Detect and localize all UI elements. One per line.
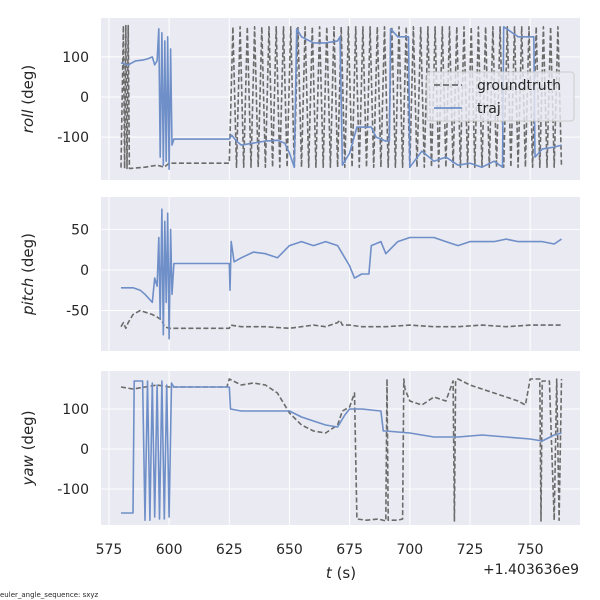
yaw-groundtruth-line [120, 378, 563, 522]
yaw-traj-line [121, 380, 562, 522]
roll-traj-line [120, 25, 562, 170]
legend: groundtruth traj [426, 71, 575, 122]
y-tick-label: 100 [62, 50, 89, 66]
y-tick-label: -100 [57, 482, 89, 498]
legend-traj-label: traj [477, 101, 501, 117]
y-tick-label: 0 [80, 263, 89, 279]
legend-groundtruth-label: groundtruth [477, 78, 561, 94]
x-tick-label: 575 [96, 542, 123, 558]
y-tick-label: -100 [57, 130, 89, 146]
x-tick-label: 650 [276, 542, 303, 558]
x-axis-label: t (s) [326, 564, 356, 582]
footnote: euler_angle_sequence: sxyz [0, 591, 99, 599]
plot-area-yaw [101, 371, 580, 525]
x-tick-label: 700 [396, 542, 423, 558]
x-tick-label: 675 [336, 542, 363, 558]
panel-yaw: 575 600 625 650 675 700 725 750 -100 0 100 yaw (deg… [19, 371, 580, 558]
panel-pitch: -50 0 50 pitch (deg) [19, 197, 580, 351]
pitch-traj-line [121, 208, 562, 340]
plot-area-pitch [101, 197, 580, 351]
series-group-yaw [120, 378, 563, 522]
y-tick-label: 0 [80, 442, 89, 458]
series-group-pitch [120, 208, 562, 340]
pitch-groundtruth-line [120, 309, 562, 330]
y-axis-label-yaw: yaw (deg) [19, 410, 37, 486]
y-tick-label: 100 [62, 402, 89, 418]
y-tick-label: -50 [66, 303, 89, 319]
x-tick-label: 750 [517, 542, 544, 558]
y-tick-label: 0 [80, 90, 89, 106]
y-axis-label-roll: roll (deg) [19, 65, 37, 133]
x-tick-label: 725 [457, 542, 484, 558]
x-tick-label: 600 [156, 542, 183, 558]
legend-box [426, 71, 575, 122]
x-tick-label: 625 [216, 542, 243, 558]
x-offset-label: +1.403636e9 [483, 562, 579, 578]
y-tick-label: 50 [71, 222, 89, 238]
y-axis-label-pitch: pitch (deg) [19, 233, 37, 316]
